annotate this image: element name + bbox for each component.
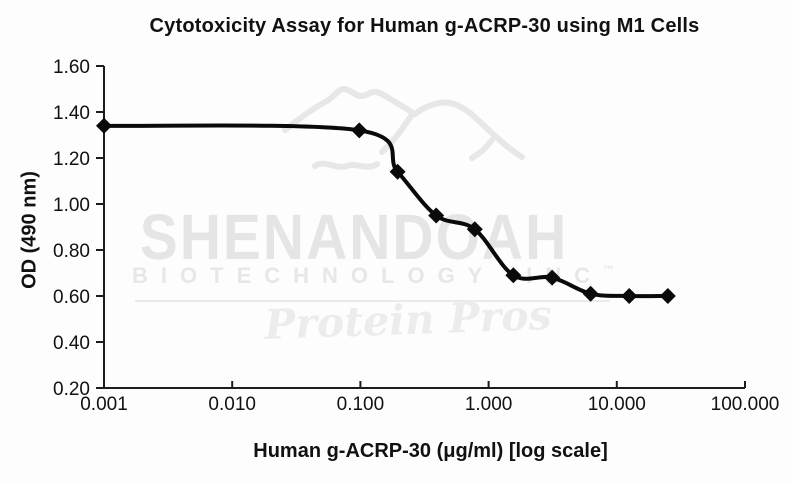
x-axis-title: Human g-ACRP-30 (μg/ml) [log scale] [253,440,608,462]
x-tick-label: 100.000 [711,394,780,415]
data-point-marker [466,221,483,238]
series-line [102,123,670,299]
y-tick-label: 0.20 [53,379,90,400]
watermark-brand: SHENANDOAH [139,202,569,274]
data-point-marker [582,285,599,302]
trademark-symbol: ™ [602,264,614,276]
x-tick-label: 1.000 [465,394,513,415]
y-axis-title: OD (490 nm) [18,171,41,289]
y-tick-label: 0.60 [53,287,90,308]
y-tick-label: 1.20 [53,149,90,170]
x-tick-label: 10.000 [588,394,646,415]
data-point-marker [621,288,638,304]
y-tick-label: 0.80 [53,241,90,262]
chart-title: Cytotoxicity Assay for Human g-ACRP-30 u… [149,15,700,37]
x-tick-label: 0.100 [337,394,385,415]
x-tick-label: 0.001 [80,394,128,415]
data-point-marker [659,288,676,304]
y-tick-label: 1.00 [53,195,90,216]
mountain-logo-icon [282,85,525,170]
data-point-marker [544,269,561,286]
y-tick-label: 1.40 [53,103,90,124]
data-point-marker [428,207,445,224]
y-tick-label: 0.40 [53,333,90,354]
data-point-marker [351,122,368,139]
data-point-marker [389,163,406,180]
watermark-divider [135,300,610,302]
data-point-marker [505,267,522,284]
y-tick-label: 1.60 [53,57,90,78]
data-point-marker [96,117,112,134]
x-tick-label: 0.010 [208,394,256,415]
